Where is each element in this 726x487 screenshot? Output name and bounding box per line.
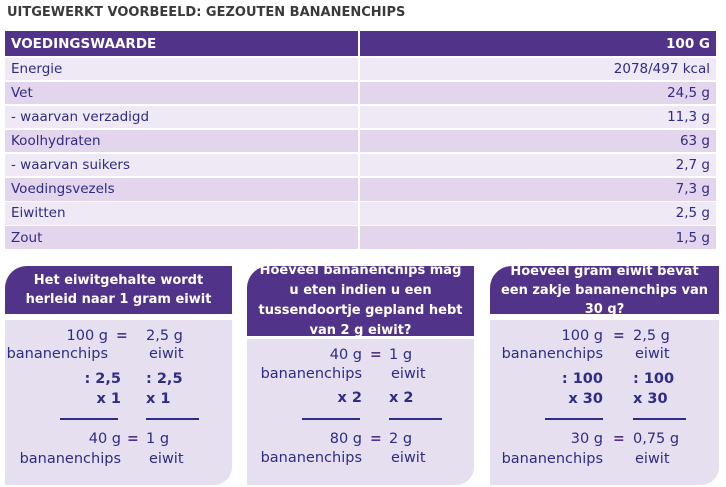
start-right: 1 g xyxy=(389,347,413,363)
result-left-sub: bananenchips xyxy=(19,451,121,467)
table-row: Zout 1,5 g xyxy=(5,226,716,249)
divider-line xyxy=(60,418,118,420)
row-value: 24,5 g xyxy=(360,81,716,105)
op-right: : 100 xyxy=(633,371,675,387)
row-label: Energie xyxy=(5,57,358,81)
divider-line xyxy=(302,418,360,420)
start-left: 100 g xyxy=(66,328,109,344)
row-value: 2,5 g xyxy=(360,202,716,225)
calc-box-header: Hoeveel bananenchips mag u eten indien u… xyxy=(247,263,474,338)
op-right: : 2,5 xyxy=(146,371,183,387)
calc-box-header: Het eiwitgehalte wordt herleid naar 1 gr… xyxy=(5,266,232,314)
row-value: 1,5 g xyxy=(360,226,716,249)
result-left: 80 g xyxy=(329,431,362,447)
row-label: - waarvan verzadigd xyxy=(5,105,358,129)
equals-sign: = xyxy=(370,347,382,363)
result-right: 0,75 g xyxy=(633,431,680,447)
start-left-sub: bananenchips xyxy=(501,346,603,362)
header-label: VOEDINGSWAARDE xyxy=(5,31,358,56)
op-right: x 30 xyxy=(633,391,668,407)
table-row: - waarvan suikers 2,7 g xyxy=(5,153,716,177)
divider-line xyxy=(633,418,686,420)
result-right: 1 g xyxy=(146,431,170,447)
table-header-row: VOEDINGSWAARDE 100 G xyxy=(5,31,716,56)
row-label: Eiwitten xyxy=(5,202,358,225)
start-left: 40 g xyxy=(329,347,362,363)
start-left-sub: bananenchips xyxy=(6,346,108,362)
table-row: Energie 2078/497 kcal xyxy=(5,57,716,81)
op-left: x 30 xyxy=(568,391,603,407)
row-label: Zout xyxy=(5,226,358,249)
start-left: 100 g xyxy=(561,328,604,344)
divider-line xyxy=(146,418,199,420)
table-row: Koolhydraten 63 g xyxy=(5,129,716,153)
op-right: x 1 xyxy=(146,391,171,407)
calc-box-body: 100 g = 2,5 g bananenchips eiwit : 2,5 :… xyxy=(5,320,232,485)
equals-sign: = xyxy=(116,328,128,344)
equals-sign: = xyxy=(370,431,382,447)
calc-box-3: Hoeveel gram eiwit bevat een zakje banan… xyxy=(490,264,719,485)
result-right-sub: eiwit xyxy=(635,451,670,467)
result-right-sub: eiwit xyxy=(391,450,426,466)
row-value: 63 g xyxy=(360,129,716,153)
calc-box-header: Hoeveel gram eiwit bevat een zakje banan… xyxy=(490,264,719,317)
table-row: Eiwitten 2,5 g xyxy=(5,202,716,225)
header-value: 100 G xyxy=(360,31,716,56)
row-value: 11,3 g xyxy=(360,105,716,129)
op-left: : 2,5 xyxy=(84,371,121,387)
op-right: x 2 xyxy=(389,390,414,406)
row-value: 2078/497 kcal xyxy=(360,57,716,81)
table-row: - waarvan verzadigd 11,3 g xyxy=(5,105,716,129)
calc-box-body: 40 g = 1 g bananenchips eiwit x 2 x 2 80… xyxy=(247,339,474,485)
row-label: - waarvan suikers xyxy=(5,153,358,177)
result-left: 30 g xyxy=(570,431,603,447)
result-left: 40 g xyxy=(88,431,121,447)
row-label: Voedingsvezels xyxy=(5,178,358,201)
start-right-sub: eiwit xyxy=(149,346,184,362)
equals-sign: = xyxy=(613,431,625,447)
start-right: 2,5 g xyxy=(146,328,183,344)
op-left: : 100 xyxy=(561,371,603,387)
row-label: Koolhydraten xyxy=(5,129,358,153)
equals-sign: = xyxy=(613,328,625,344)
calc-box-body: 100 g = 2,5 g bananenchips eiwit : 100 :… xyxy=(490,320,719,485)
row-value: 7,3 g xyxy=(360,178,716,201)
page-title: UITGEWERKT VOORBEELD: GEZOUTEN BANANENCH… xyxy=(7,5,406,20)
start-left-sub: bananenchips xyxy=(260,366,362,382)
result-left-sub: bananenchips xyxy=(501,451,603,467)
table-row: Voedingsvezels 7,3 g xyxy=(5,178,716,201)
result-left-sub: bananenchips xyxy=(260,450,362,466)
op-left: x 2 xyxy=(337,390,363,406)
result-right: 2 g xyxy=(389,431,413,447)
row-value: 2,7 g xyxy=(360,153,716,177)
row-label: Vet xyxy=(5,81,358,105)
calc-box-1: Het eiwitgehalte wordt herleid naar 1 gr… xyxy=(5,266,232,485)
result-right-sub: eiwit xyxy=(149,451,184,467)
equals-sign: = xyxy=(127,431,139,447)
op-left: x 1 xyxy=(96,391,122,407)
start-right-sub: eiwit xyxy=(635,346,670,362)
nutrition-table: VOEDINGSWAARDE 100 G Energie 2078/497 kc… xyxy=(5,31,716,250)
table-row: Vet 24,5 g xyxy=(5,81,716,105)
divider-line xyxy=(389,418,442,420)
divider-line xyxy=(545,418,603,420)
start-right-sub: eiwit xyxy=(391,366,426,382)
start-right: 2,5 g xyxy=(633,328,670,344)
calc-box-2: Hoeveel bananenchips mag u eten indien u… xyxy=(247,263,474,485)
